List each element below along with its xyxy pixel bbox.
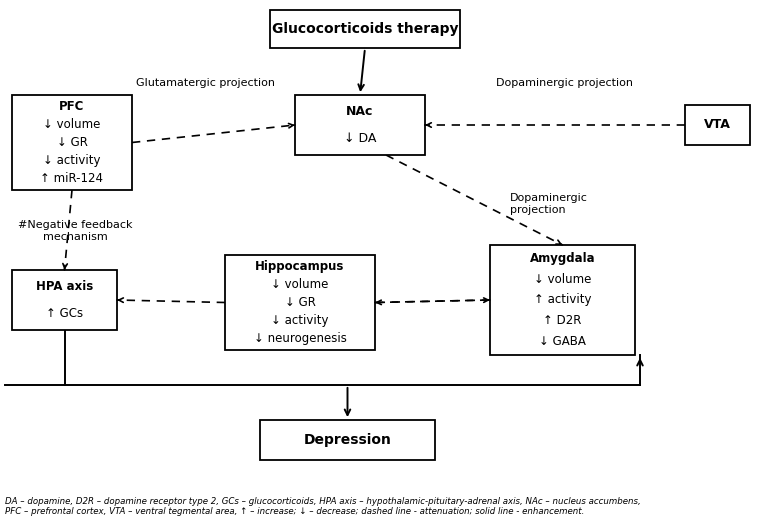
- Bar: [12, 270, 117, 330]
- Bar: [12, 95, 132, 190]
- Bar: [225, 255, 375, 350]
- Text: NAc: NAc: [346, 105, 373, 118]
- Text: PFC: PFC: [59, 100, 85, 113]
- Text: ↓ DA: ↓ DA: [344, 131, 377, 144]
- Text: Hippocampus: Hippocampus: [256, 260, 345, 273]
- Text: #Negative feedback
mechanism: #Negative feedback mechanism: [18, 220, 132, 242]
- Bar: [685, 105, 750, 145]
- Text: ↓ volume: ↓ volume: [271, 278, 329, 291]
- Text: Dopaminergic projection: Dopaminergic projection: [497, 78, 634, 88]
- Text: ↓ GABA: ↓ GABA: [539, 335, 586, 348]
- Text: ↑ activity: ↑ activity: [534, 293, 591, 306]
- Text: ↑ D2R: ↑ D2R: [544, 314, 581, 327]
- Text: HPA axis: HPA axis: [36, 280, 93, 293]
- Text: ↓ activity: ↓ activity: [43, 154, 101, 167]
- Text: Glutamatergic projection: Glutamatergic projection: [136, 78, 274, 88]
- Bar: [270, 10, 460, 48]
- Text: DA – dopamine, D2R – dopamine receptor type 2, GCs – glucocorticoids, HPA axis –: DA – dopamine, D2R – dopamine receptor t…: [5, 497, 641, 516]
- Text: Amygdala: Amygdala: [530, 252, 595, 265]
- Text: ↓ GR: ↓ GR: [285, 296, 316, 309]
- Bar: [260, 420, 435, 460]
- Bar: [490, 245, 635, 355]
- Text: Glucocorticoids therapy: Glucocorticoids therapy: [272, 22, 458, 36]
- Text: ↑ miR-124: ↑ miR-124: [41, 172, 103, 185]
- Text: ↓ GR: ↓ GR: [56, 136, 88, 149]
- Text: VTA: VTA: [704, 118, 731, 131]
- Text: ↓ neurogenesis: ↓ neurogenesis: [253, 332, 346, 345]
- Text: ↓ volume: ↓ volume: [534, 273, 591, 286]
- Bar: [295, 95, 425, 155]
- Text: Dopaminergic
projection: Dopaminergic projection: [510, 193, 588, 215]
- Text: ↓ activity: ↓ activity: [271, 314, 329, 327]
- Text: ↑ GCs: ↑ GCs: [46, 306, 83, 319]
- Text: Depression: Depression: [303, 433, 391, 447]
- Text: ↓ volume: ↓ volume: [43, 118, 101, 131]
